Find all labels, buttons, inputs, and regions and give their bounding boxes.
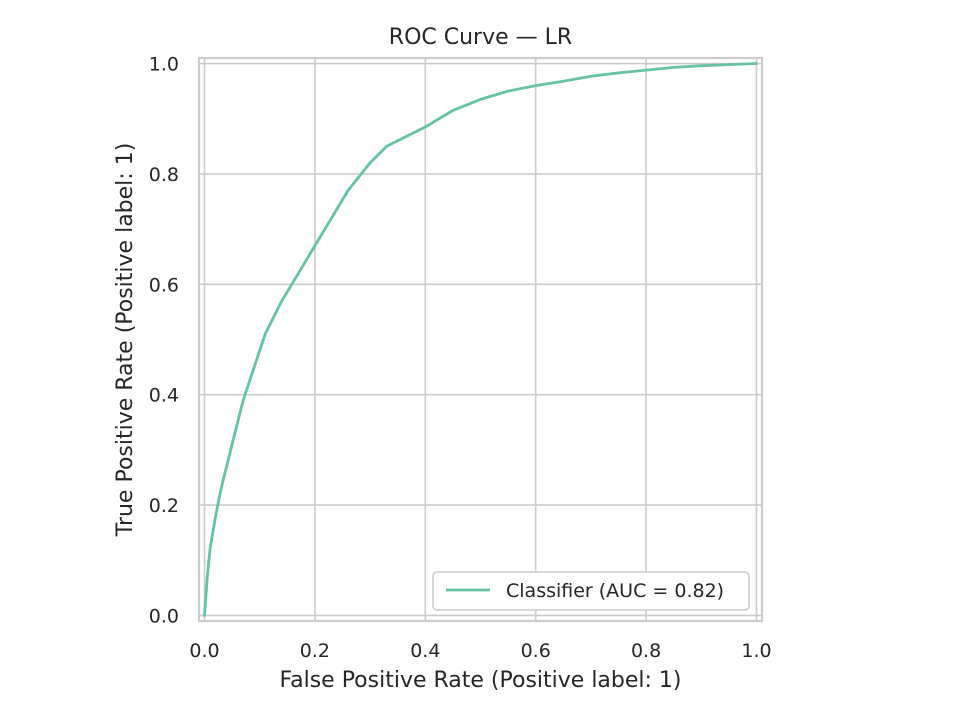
legend-box	[432, 571, 750, 611]
y-tick-label: 0.2	[149, 495, 179, 517]
y-tick-label: 1.0	[149, 54, 179, 76]
series-layer	[203, 62, 758, 617]
x-tick-label: 0.4	[410, 640, 440, 662]
y-tick-label: 0.0	[149, 605, 179, 627]
legend: Classifier (AUC = 0.82)	[432, 571, 750, 611]
legend-label: Classifier (AUC = 0.82)	[506, 580, 724, 602]
y-axis-label: True Positive Rate (Positive label: 1)	[113, 143, 138, 538]
x-tick-label: 1.0	[741, 640, 771, 662]
y-tick-label: 0.8	[149, 164, 179, 186]
x-axis-label: False Positive Rate (Positive label: 1)	[279, 668, 681, 693]
x-tick-label: 0.8	[631, 640, 661, 662]
y-tick-label: 0.4	[149, 385, 179, 407]
x-tick-label: 0.0	[189, 640, 219, 662]
x-tick-label: 0.2	[300, 640, 330, 662]
chart-title: ROC Curve — LR	[389, 25, 572, 50]
x-tick-label: 0.6	[521, 640, 551, 662]
tick-labels: 0.0 0.2 0.4 0.6 0.8 1.0 0.0 0.2 0.4 0.6 0.8 1.0	[149, 54, 772, 662]
y-tick-label: 0.6	[149, 274, 179, 296]
roc-curve-line	[203, 62, 758, 617]
plot-frame	[197, 56, 764, 623]
grid-lines	[199, 58, 762, 621]
